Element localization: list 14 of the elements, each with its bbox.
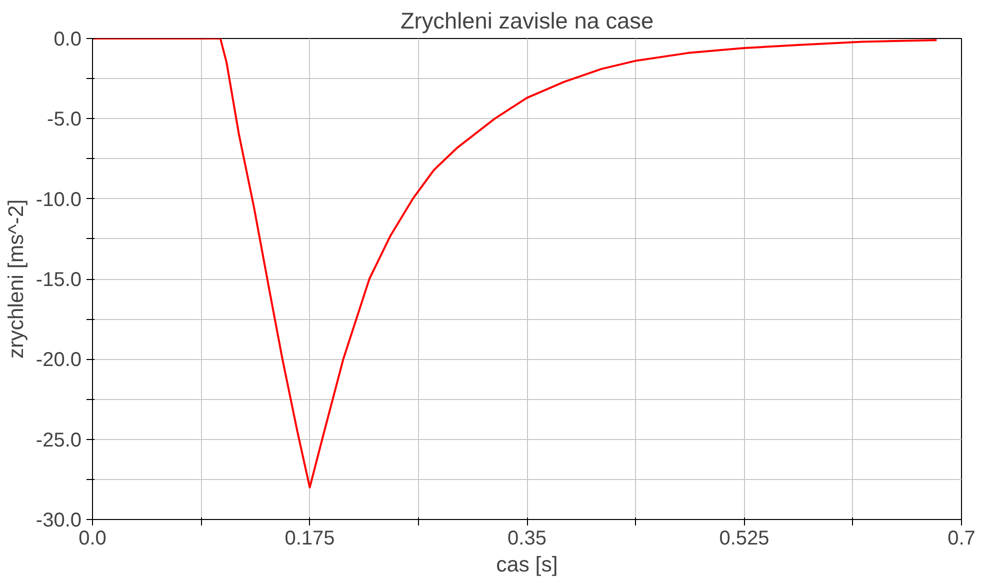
x-tick-label: 0.525 <box>719 528 770 550</box>
line-series <box>92 38 938 488</box>
y-tick-label: -20.0 <box>36 349 82 372</box>
y-tick-label: -5.0 <box>47 108 82 131</box>
chart-title: Zrychleni zavisle na case <box>400 8 654 34</box>
x-tick-label: 0.175 <box>284 528 335 550</box>
y-tick-label: -25.0 <box>36 429 82 452</box>
y-tick-label: -10.0 <box>36 188 82 211</box>
y-tick-label: 0.0 <box>54 28 82 50</box>
x-tick-label: 0.35 <box>508 528 546 550</box>
y-tick-label: -15.0 <box>36 269 82 291</box>
x-axis-title: cas [s] <box>496 552 558 576</box>
x-tick-label: 0.7 <box>948 528 976 550</box>
y-axis-title: zrychleni [ms^-2] <box>4 199 28 359</box>
